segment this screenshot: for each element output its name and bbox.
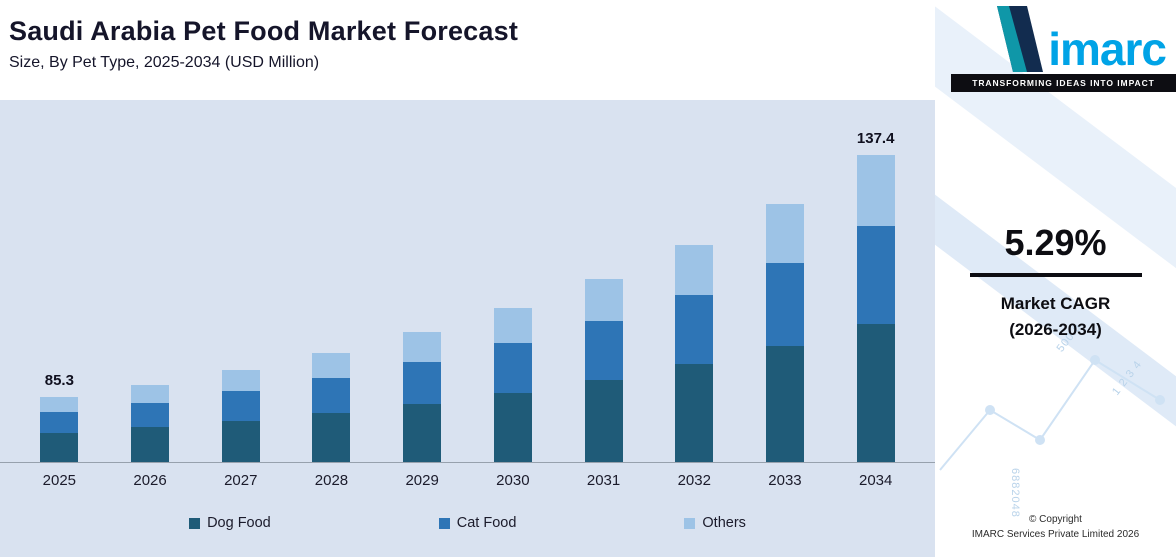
bar-2034 (856, 155, 895, 462)
bar-segment-others (403, 332, 442, 363)
copyright-line2: IMARC Services Private Limited 2026 (971, 529, 1140, 540)
bar-column-2026 (105, 100, 196, 462)
legend-label-others: Others (702, 515, 746, 531)
bar-column-2025: 85.3 (14, 100, 105, 462)
legend-label-dog-food: Dog Food (207, 515, 271, 531)
bar-2032 (675, 244, 714, 462)
bar-segment-dog-food (312, 412, 351, 462)
bar-segment-dog-food (493, 392, 532, 462)
plot-area: 85.3 137.4 (0, 100, 935, 463)
bar-segment-dog-food (584, 379, 623, 462)
legend: Dog Food Cat Food Others (0, 515, 935, 531)
imarc-logo-text: imarc (1048, 23, 1167, 76)
bar-segment-others (675, 244, 714, 295)
x-axis-label-2030: 2030 (496, 472, 530, 489)
x-axis-label-2031: 2031 (586, 472, 621, 489)
x-axis-label-2026: 2026 (133, 472, 167, 489)
x-axis-label-2032: 2032 (677, 472, 711, 489)
cagr-callout: 5.29% Market CAGR (2026-2034) (935, 222, 1176, 344)
bar-segment-others (40, 397, 79, 412)
bar-segment-dog-food (403, 403, 442, 462)
bar-segment-others (856, 155, 895, 226)
bar-column-2031 (558, 100, 649, 462)
imarc-logo-mark (997, 6, 1044, 72)
bar-column-2029 (377, 100, 468, 462)
sidebar: 500.0 1 2 3 4 6882048 imarc TRANSFORMING… (935, 0, 1176, 557)
imarc-logo: imarc TRANSFORMING IDEAS INTO IMPACT (935, 0, 1176, 92)
bar-column-2032 (649, 100, 740, 462)
watermark-number: 6882048 (1009, 468, 1021, 518)
bar-chart: 85.3 137.4 2025 2026 2027 2028 2029 2030 2031 20… (0, 100, 935, 557)
bar-segment-cat-food (403, 362, 442, 404)
cagr-underline (969, 273, 1142, 277)
legend-swatch-cat-food (438, 517, 450, 529)
bar-segment-dog-food (675, 364, 714, 462)
legend-swatch-others (684, 517, 696, 529)
legend-item-others: Others (684, 515, 746, 531)
value-label-2034: 137.4 (856, 130, 895, 147)
bar-2025 (40, 397, 79, 462)
bar-column-2030 (468, 100, 559, 462)
x-axis-label-2027: 2027 (224, 472, 258, 489)
bar-column-2028 (286, 100, 377, 462)
x-axis-label-2029: 2029 (405, 472, 439, 489)
cagr-label: Market CAGR (1000, 294, 1111, 313)
legend-item-dog-food: Dog Food (189, 515, 271, 531)
bar-column-2034: 137.4 (830, 100, 921, 462)
bar-segment-others (312, 352, 351, 379)
bar-segment-cat-food (765, 263, 804, 346)
bar-segment-cat-food (675, 294, 714, 365)
bar-segment-cat-food (493, 343, 532, 393)
bar-column-2033 (740, 100, 831, 462)
bar-column-2027 (195, 100, 286, 462)
x-axis-label-2034: 2034 (858, 472, 893, 489)
legend-label-cat-food: Cat Food (456, 515, 517, 531)
bar-segment-others (493, 308, 532, 344)
bar-segment-cat-food (131, 402, 170, 428)
bar-segment-dog-food (40, 432, 79, 462)
bar-segment-others (765, 203, 804, 263)
bar-2031 (584, 279, 623, 462)
bar-segment-dog-food (856, 323, 895, 462)
cagr-period: (2026-2034) (1009, 320, 1102, 340)
bar-segment-cat-food (221, 391, 260, 421)
value-label-2025: 85.3 (44, 372, 74, 389)
bar-segment-dog-food (221, 420, 260, 462)
x-axis-labels: 2025 2026 2027 2028 2029 2030 2031 2032 2033 2034 (0, 472, 935, 489)
bar-segment-others (131, 384, 170, 403)
legend-item-cat-food: Cat Food (438, 515, 517, 531)
x-axis-label-2028: 2028 (314, 472, 349, 489)
bar-2029 (403, 332, 442, 462)
page-title: Saudi Arabia Pet Food Market Forecast (9, 16, 519, 46)
bar-2028 (312, 352, 351, 462)
bar-2033 (765, 203, 804, 462)
bar-2026 (131, 384, 170, 462)
bar-segment-cat-food (856, 225, 895, 324)
bar-segment-others (221, 370, 260, 392)
bar-segment-cat-food (584, 321, 623, 380)
x-axis-label-2025: 2025 (42, 472, 77, 489)
bar-segment-dog-food (765, 345, 804, 462)
bar-2027 (221, 370, 260, 462)
bar-segment-cat-food (40, 411, 79, 433)
copyright-line1: © Copyright (1029, 514, 1082, 525)
chart-header: Saudi Arabia Pet Food Market Forecast Si… (0, 0, 935, 84)
bar-2030 (493, 308, 532, 462)
page-subtitle: Size, By Pet Type, 2025-2034 (USD Millio… (9, 54, 320, 71)
cagr-value: 5.29% (1004, 222, 1107, 263)
copyright: © Copyright IMARC Services Private Limit… (935, 512, 1176, 542)
bar-segment-others (584, 279, 623, 322)
chart-panel: Saudi Arabia Pet Food Market Forecast Si… (0, 0, 935, 557)
watermark-number: 1 2 3 4 (1110, 358, 1145, 398)
legend-swatch-dog-food (189, 517, 201, 529)
imarc-tagline: TRANSFORMING IDEAS INTO IMPACT (951, 74, 1176, 92)
x-axis-label-2033: 2033 (768, 472, 802, 489)
bar-segment-cat-food (312, 378, 351, 413)
bar-segment-dog-food (131, 427, 170, 462)
